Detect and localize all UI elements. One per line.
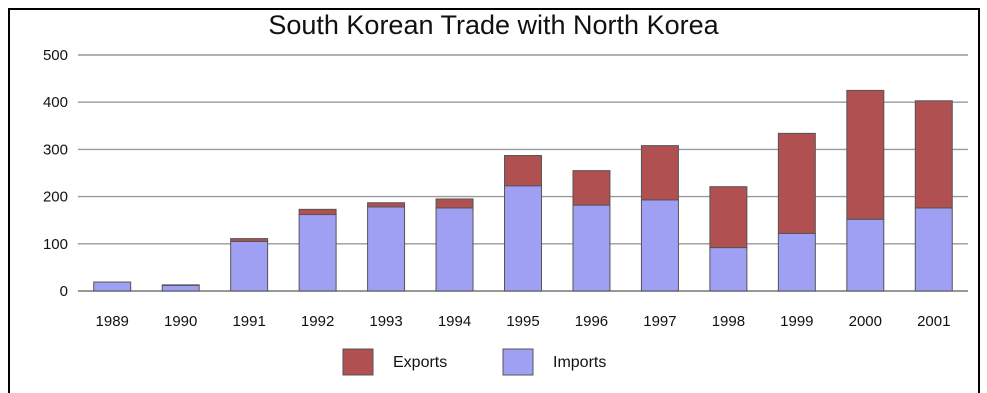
bar-imports-1991	[230, 240, 269, 292]
bar-exports-1995	[504, 155, 542, 187]
bar-exports-2001	[914, 100, 953, 209]
bar-imports-1996	[572, 204, 611, 292]
x-tick-label: 1990	[164, 313, 197, 330]
legend: Exports Imports	[342, 348, 606, 376]
y-tick-label: 0	[60, 283, 68, 300]
y-tick-label: 200	[43, 189, 68, 206]
y-tick-label: 500	[43, 47, 68, 64]
bar-imports-2000	[846, 218, 885, 292]
x-tick-label: 2001	[917, 313, 950, 330]
bar-exports-1991	[230, 238, 269, 242]
bar-imports-1998	[709, 247, 748, 292]
bar-imports-2001	[914, 207, 953, 292]
x-tick-label: 1995	[506, 313, 539, 330]
y-axis-labels: 0 100 200 300 400 500	[43, 47, 68, 300]
x-tick-label: 1994	[438, 313, 471, 330]
bar-exports-1998	[709, 186, 748, 249]
chart-title: South Korean Trade with North Korea	[268, 10, 719, 40]
bar-imports-1995	[504, 185, 542, 292]
bar-imports-1999	[777, 232, 816, 292]
bar-exports-1994	[435, 198, 474, 209]
bars	[93, 89, 953, 292]
bar-imports-1992	[298, 214, 337, 292]
bar-exports-1996	[572, 170, 611, 206]
legend-swatch-imports	[502, 348, 534, 376]
y-tick-label: 100	[43, 236, 68, 253]
chart-frame	[8, 8, 980, 393]
bar-imports-1997	[640, 199, 679, 292]
bar-imports-1990	[161, 284, 200, 292]
legend-label-exports: Exports	[393, 354, 447, 371]
x-tick-label: 1998	[712, 313, 745, 330]
x-tick-label: 1992	[301, 313, 334, 330]
bar-exports-1993	[367, 202, 406, 208]
x-tick-label: 1999	[780, 313, 813, 330]
bar-exports-1992	[298, 208, 337, 216]
y-tick-label: 300	[43, 141, 68, 158]
x-tick-label: 1997	[643, 313, 676, 330]
bar-exports-1999	[777, 132, 816, 234]
x-tick-label: 1993	[369, 313, 402, 330]
bar-exports-1997	[640, 145, 679, 201]
bar-imports-1989	[93, 281, 132, 292]
legend-label-imports: Imports	[553, 354, 606, 371]
legend-swatch-exports	[342, 348, 374, 376]
x-tick-label: 1989	[96, 313, 129, 330]
x-tick-label: 1996	[575, 313, 608, 330]
y-tick-label: 400	[43, 94, 68, 111]
x-tick-label: 1991	[232, 313, 265, 330]
x-tick-label: 2000	[849, 313, 882, 330]
x-axis-labels: 1989 1990 1991 1992 1993 1994 1995 1996 1997 1998…	[96, 313, 951, 330]
bar-imports-1993	[367, 206, 406, 292]
bar-exports-2000	[846, 89, 885, 220]
bar-imports-1994	[435, 207, 474, 292]
